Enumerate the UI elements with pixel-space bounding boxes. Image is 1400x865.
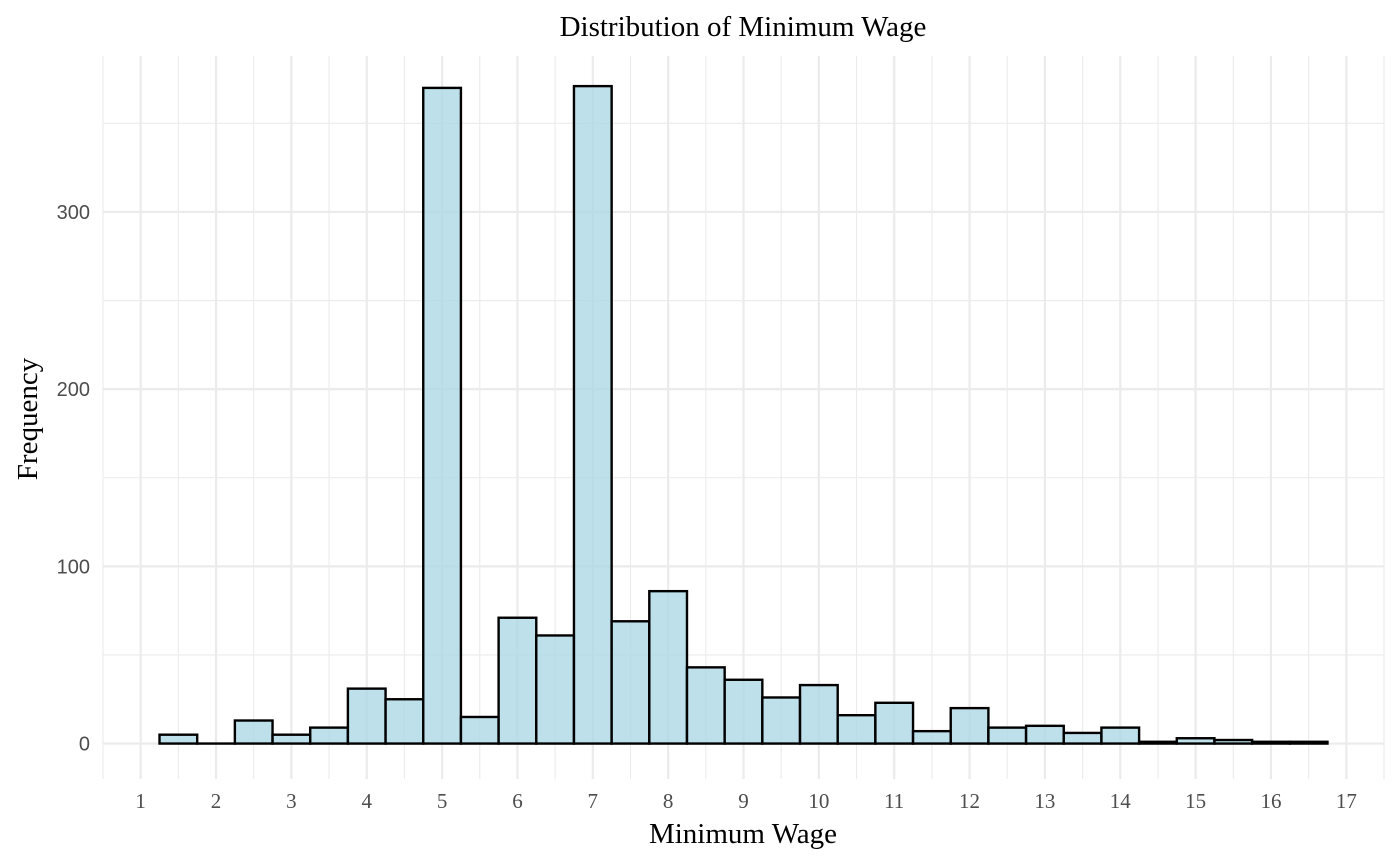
x-tick-label: 17 xyxy=(1336,789,1357,813)
x-tick-label: 12 xyxy=(959,789,980,813)
major-gridlines xyxy=(103,56,1384,779)
histogram-bar xyxy=(1250,740,1292,745)
histogram-bar xyxy=(459,715,500,745)
x-tick-label: 8 xyxy=(663,789,674,813)
histogram-bar xyxy=(497,616,538,745)
x-axis-tick-labels: 1 2 3 4 5 6 7 8 9 10 11 12 13 14 15 16 17 xyxy=(135,789,1356,813)
histogram-bar xyxy=(309,726,350,745)
histogram-bar xyxy=(1062,731,1103,745)
y-tick-label: 100 xyxy=(57,556,90,578)
x-tick-label: 6 xyxy=(512,789,523,813)
y-tick-label: 300 xyxy=(57,202,90,224)
histogram-bar xyxy=(384,698,425,745)
histogram-bar xyxy=(1137,740,1178,745)
histogram-bar xyxy=(346,687,387,745)
histogram-bar xyxy=(1100,726,1141,745)
histogram-bar xyxy=(874,701,915,745)
histogram-bars xyxy=(158,84,1329,745)
histogram-bar xyxy=(911,729,952,745)
x-tick-label: 4 xyxy=(361,789,372,813)
histogram-bar xyxy=(610,620,651,745)
histogram-bar xyxy=(987,726,1028,745)
histogram-bar xyxy=(233,719,274,745)
histogram-bar xyxy=(271,733,312,745)
x-tick-label: 11 xyxy=(884,789,904,813)
x-tick-label: 5 xyxy=(437,789,448,813)
histogram-bar xyxy=(723,678,764,745)
x-tick-label: 9 xyxy=(738,789,749,813)
histogram-bar xyxy=(836,714,877,745)
chart-title: Distribution of Minimum Wage xyxy=(560,11,927,43)
histogram-bar xyxy=(535,634,576,745)
x-tick-label: 1 xyxy=(135,789,146,813)
histogram-bar xyxy=(648,589,689,745)
x-tick-label: 13 xyxy=(1034,789,1055,813)
histogram-bar xyxy=(158,733,199,745)
histogram-bar xyxy=(949,706,990,745)
x-tick-label: 7 xyxy=(588,789,599,813)
y-tick-label: 200 xyxy=(57,379,90,401)
x-tick-label: 10 xyxy=(808,789,829,813)
y-axis-tick-labels: 0 100 200 300 xyxy=(57,202,90,756)
histogram-bar xyxy=(1175,737,1216,745)
histogram-bar xyxy=(1288,740,1329,745)
y-tick-label: 0 xyxy=(79,734,90,756)
histogram-bar xyxy=(685,666,726,745)
x-tick-label: 14 xyxy=(1110,789,1132,813)
y-axis-title: Frequency xyxy=(12,357,44,480)
histogram-bar xyxy=(798,683,839,745)
x-tick-label: 2 xyxy=(211,789,222,813)
histogram-bar xyxy=(422,86,463,745)
histogram-bar xyxy=(1213,738,1254,745)
x-tick-label: 16 xyxy=(1260,789,1281,813)
histogram-bar xyxy=(761,696,802,745)
histogram-bar xyxy=(1024,724,1065,745)
x-tick-label: 3 xyxy=(286,789,297,813)
histogram-bar xyxy=(572,84,613,745)
x-axis-title: Minimum Wage xyxy=(649,818,837,850)
x-tick-label: 15 xyxy=(1185,789,1206,813)
